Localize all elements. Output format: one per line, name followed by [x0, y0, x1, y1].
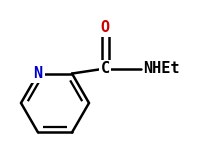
Text: NHEt: NHEt: [143, 61, 180, 76]
Text: C: C: [101, 61, 109, 76]
Text: O: O: [101, 20, 109, 35]
Text: N: N: [33, 66, 43, 81]
